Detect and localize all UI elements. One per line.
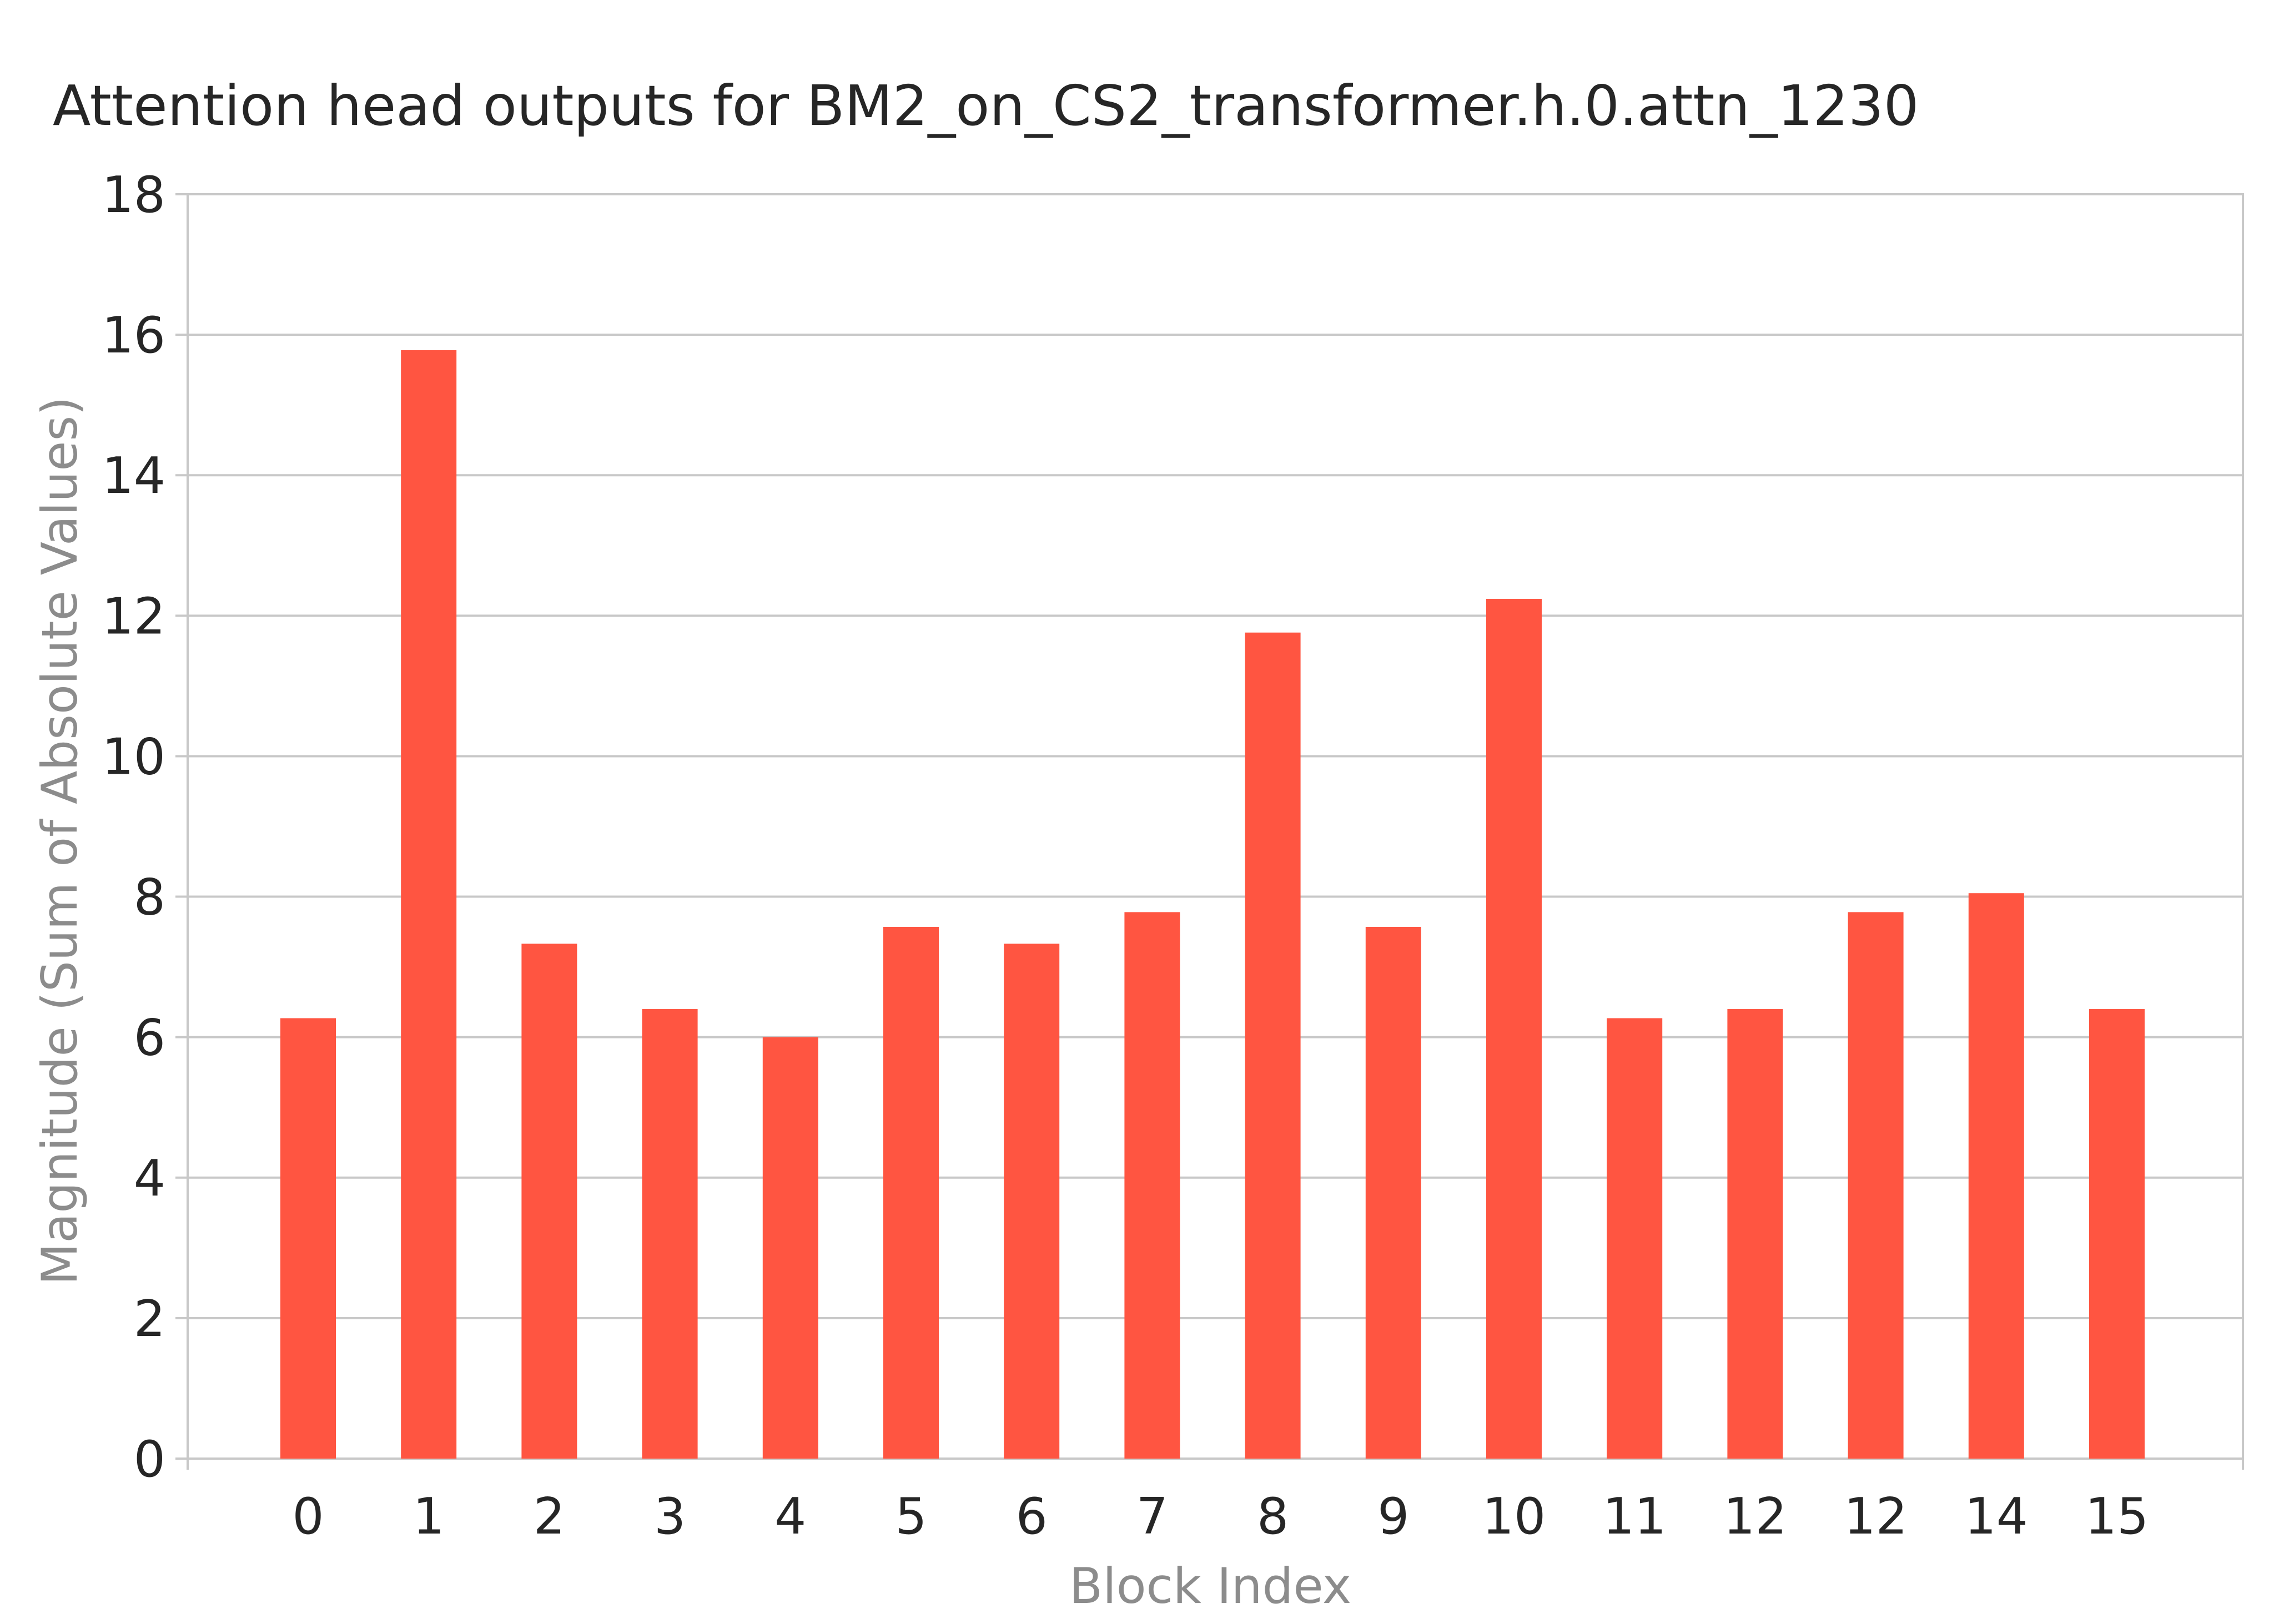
plot-frame	[187, 193, 2244, 1470]
x-tick-label: 1	[413, 1487, 445, 1546]
y-tick-label: 6	[134, 1009, 165, 1067]
chart-title: Attention head outputs for BM2_on_CS2_tr…	[53, 73, 1919, 138]
bar	[1124, 912, 1180, 1459]
y-tick-label: 4	[134, 1149, 165, 1208]
bar	[1607, 1018, 1663, 1459]
x-tick-label: 12	[1723, 1487, 1787, 1546]
x-tick-label: 5	[895, 1487, 927, 1546]
bar	[883, 926, 939, 1459]
x-tick-label: 2	[534, 1487, 565, 1546]
bar	[1968, 893, 2024, 1459]
x-axis-label: Block Index	[1069, 1557, 1351, 1615]
x-tick-label: 14	[1965, 1487, 2029, 1546]
grid-lines	[175, 193, 2243, 1460]
y-tick-label: 12	[102, 587, 165, 645]
y-tick-label: 8	[134, 869, 165, 927]
bar	[1727, 1009, 1783, 1459]
y-tick-label: 18	[102, 166, 165, 224]
y-tick-label: 14	[102, 447, 165, 505]
x-tick-label: 3	[654, 1487, 686, 1546]
bar	[401, 350, 457, 1459]
y-tick-label: 2	[134, 1290, 165, 1348]
bar	[762, 1037, 818, 1459]
x-tick-label: 9	[1377, 1487, 1409, 1546]
x-tick-label: 0	[292, 1487, 324, 1546]
x-tick-label: 12	[1844, 1487, 1908, 1546]
x-tick-label: 15	[2085, 1487, 2149, 1546]
y-tick-label: 16	[102, 306, 165, 365]
x-tick-label: 11	[1603, 1487, 1667, 1546]
bar	[2089, 1009, 2145, 1459]
x-tick-label: 4	[774, 1487, 806, 1546]
plot-area-border	[187, 193, 2244, 1460]
x-tick-labels: 0 1 2 3 4 5 6 7 8 9 10 11 12 12 14 15	[292, 1487, 2149, 1546]
x-tick-label: 7	[1136, 1487, 1168, 1546]
bar	[1004, 944, 1060, 1459]
bar	[1245, 632, 1301, 1459]
bar	[521, 944, 577, 1459]
x-tick-label: 10	[1482, 1487, 1546, 1546]
y-tick-label: 0	[134, 1430, 165, 1489]
y-tick-labels: 0 2 4 6 8 10 12 14 16 18	[102, 166, 165, 1489]
x-tick-label: 8	[1257, 1487, 1289, 1546]
bar	[642, 1009, 698, 1459]
bar	[1365, 926, 1421, 1459]
bars	[280, 350, 2145, 1459]
bar	[1848, 912, 1904, 1459]
y-axis-label: Magnitude (Sum of Absolute Values)	[31, 396, 88, 1285]
x-tick-label: 6	[1016, 1487, 1048, 1546]
bar	[1486, 598, 1542, 1459]
bar	[280, 1018, 336, 1459]
y-tick-label: 10	[102, 728, 165, 786]
